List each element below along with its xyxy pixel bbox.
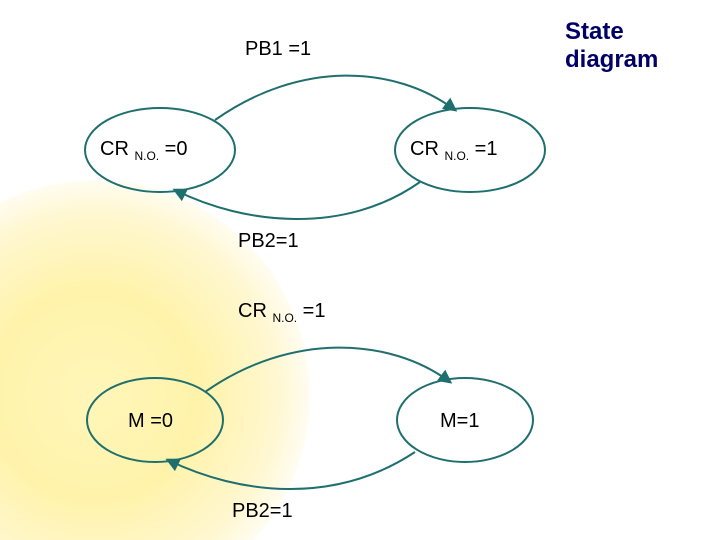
state-diagram-svg: [0, 0, 720, 540]
state-label-m1: M=1: [440, 410, 479, 433]
transition-pb2top: [175, 182, 420, 219]
state-label-cr0: CR N.O. =0: [100, 138, 187, 163]
transition-label-pb1: PB1 =1: [245, 38, 311, 61]
transition-label-pb2top: PB2=1: [238, 230, 299, 253]
transition-pb2btm: [168, 452, 415, 489]
state-label-m0: M =0: [128, 410, 173, 433]
transition-label-crnobtm: CR N.O. =1: [238, 300, 325, 325]
transition-label-pb2btm: PB2=1: [232, 500, 293, 523]
transition-pb1: [215, 76, 455, 120]
state-label-cr1: CR N.O. =1: [410, 138, 497, 163]
transition-crnobtm: [205, 348, 450, 392]
